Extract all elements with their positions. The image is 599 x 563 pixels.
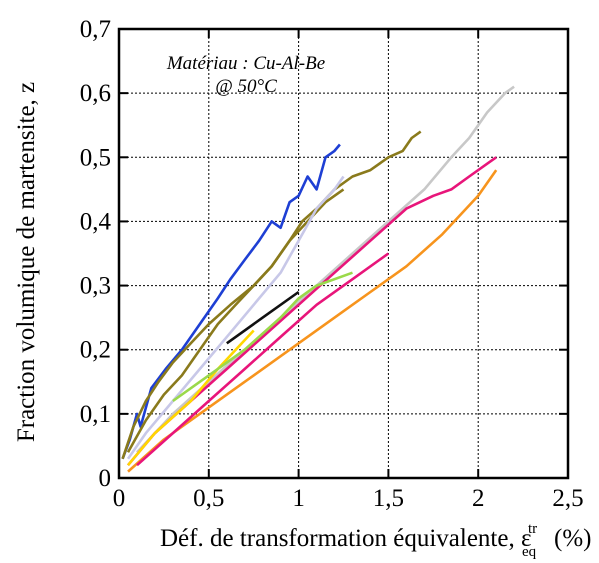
y-tick-label: 0,3 xyxy=(80,273,111,300)
x-axis-title-sub: eq xyxy=(522,544,537,560)
series-layer xyxy=(121,85,515,473)
y-tick-label: 0,4 xyxy=(80,208,112,235)
y-axis-title: Fraction volumique de martensite, z xyxy=(13,82,40,442)
y-tick-label: 0,6 xyxy=(80,80,111,107)
y-tick-label: 0,1 xyxy=(80,401,111,428)
x-tick-label: 2 xyxy=(472,485,485,512)
series-line-7 xyxy=(127,169,498,473)
series-line-6 xyxy=(127,156,497,467)
y-tick-label: 0,5 xyxy=(80,144,111,171)
x-tick-labels: 0 0,5 1 1,5 2 2,5 xyxy=(113,485,584,512)
x-tick-label: 1,5 xyxy=(373,485,404,512)
plot-frame xyxy=(117,27,570,480)
x-axis-title-sup: tr xyxy=(528,521,537,537)
x-axis-title: Déf. de transformation équivalente, ε xyxy=(160,525,531,552)
series-line-1 xyxy=(121,143,341,460)
x-tick-label: 2,5 xyxy=(552,485,583,512)
axis-ticks xyxy=(118,28,569,479)
series-line-5 xyxy=(136,85,515,454)
y-tick-labels: 0 0,1 0,2 0,3 0,4 0,5 0,6 0,7 xyxy=(80,16,112,492)
series-line-2 xyxy=(121,130,422,460)
annotation-line-1: Matériau : Cu-Al-Be xyxy=(166,53,325,74)
x-tick-label: 0,5 xyxy=(193,485,224,512)
series-line-10 xyxy=(136,252,390,467)
y-tick-label: 0 xyxy=(99,465,112,492)
series-line-4 xyxy=(126,175,345,460)
x-tick-label: 1 xyxy=(292,485,305,512)
series-line-8 xyxy=(127,329,255,467)
annotation-line-2: @ 50°C xyxy=(215,76,277,97)
y-tick-label: 0,7 xyxy=(80,16,111,43)
series-line-9 xyxy=(172,271,353,403)
series-line-11 xyxy=(226,290,300,345)
x-tick-label: 0 xyxy=(113,485,126,512)
series-line-3 xyxy=(126,188,345,453)
x-axis-title-main: Déf. de transformation équivalente, ε xyxy=(160,525,531,552)
y-tick-label: 0,2 xyxy=(80,337,111,364)
x-axis-title-unit: (%) xyxy=(554,525,591,552)
